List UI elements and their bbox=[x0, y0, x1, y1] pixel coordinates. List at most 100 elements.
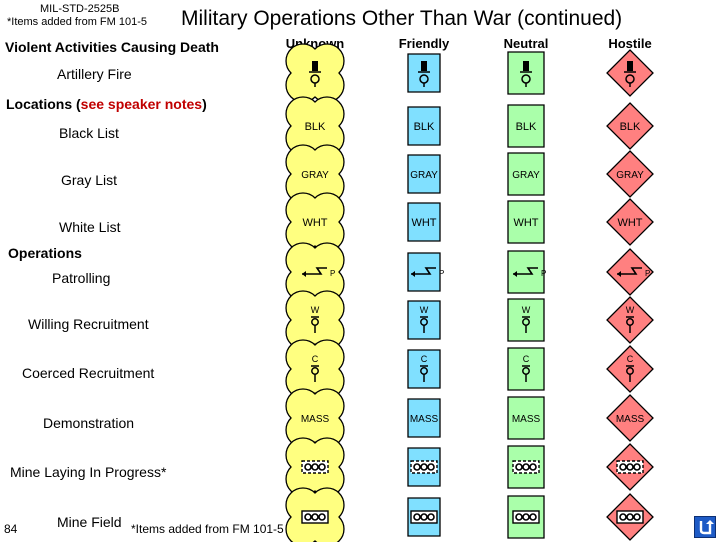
symbol-label-text: MASS bbox=[410, 414, 439, 425]
symbol-white-list-friendly: WHT bbox=[399, 197, 449, 247]
symbol-black-list-friendly: BLK bbox=[399, 101, 449, 151]
symbol-glyph: MASS bbox=[616, 414, 645, 425]
symbol-glyph: P bbox=[617, 267, 650, 278]
column-header-hostile: Hostile bbox=[608, 36, 652, 51]
symbol-patrolling-friendly: P bbox=[399, 247, 449, 297]
symbol-frame-friendly bbox=[407, 252, 441, 292]
symbol-modifier-text: C bbox=[523, 354, 530, 364]
symbol-glyph bbox=[410, 460, 438, 474]
symbol-frame-neutral bbox=[507, 51, 545, 95]
symbol-frame-friendly bbox=[407, 154, 441, 194]
symbol-demonstration-neutral: MASS bbox=[501, 393, 551, 443]
symbol-artillery-neutral bbox=[501, 48, 551, 98]
symbol-glyph: WHT bbox=[411, 217, 436, 229]
symbol-frame-hostile bbox=[606, 102, 654, 150]
symbol-frame-neutral bbox=[507, 250, 545, 294]
page-number: 84 bbox=[4, 522, 18, 536]
symbol-glyph bbox=[512, 460, 540, 474]
symbol-modifier-text: W bbox=[420, 305, 429, 315]
symbol-coerced-unknown: C bbox=[285, 339, 345, 399]
column-header-friendly: Friendly bbox=[398, 36, 450, 51]
symbol-glyph bbox=[512, 510, 540, 524]
symbol-glyph bbox=[616, 460, 644, 474]
symbol-glyph bbox=[301, 510, 329, 524]
speaker-notes-link[interactable]: see speaker notes bbox=[80, 96, 203, 112]
symbol-demonstration-hostile: MASS bbox=[605, 393, 655, 443]
symbol-coerced-friendly: C bbox=[399, 344, 449, 394]
symbol-glyph: C bbox=[311, 354, 319, 382]
standard-label: MIL-STD-2525B bbox=[40, 3, 120, 15]
symbol-label-text: WHT bbox=[513, 217, 538, 229]
symbol-glyph: BLK bbox=[414, 121, 435, 133]
symbol-frame-unknown bbox=[285, 192, 345, 252]
symbol-black-list-hostile: BLK bbox=[605, 101, 655, 151]
symbol-glyph: P bbox=[302, 267, 335, 278]
symbol-frame-friendly bbox=[407, 349, 441, 389]
symbol-glyph: WHT bbox=[513, 217, 538, 229]
symbol-glyph: MASS bbox=[512, 414, 541, 425]
symbol-label-text: GRAY bbox=[301, 170, 329, 181]
symbol-artillery-hostile bbox=[605, 48, 655, 98]
symbol-willing-friendly: W bbox=[399, 295, 449, 345]
row-label-artillery-fire: Artillery Fire bbox=[57, 66, 132, 82]
symbol-label-text: WHT bbox=[411, 217, 436, 229]
symbol-glyph: GRAY bbox=[512, 170, 540, 181]
symbol-frame-unknown bbox=[285, 339, 345, 399]
symbol-modifier-text: W bbox=[522, 305, 531, 315]
symbol-frame-hostile bbox=[606, 248, 654, 296]
symbol-modifier-text: P bbox=[330, 269, 335, 278]
symbol-frame-hostile bbox=[606, 49, 654, 97]
symbol-glyph: W bbox=[626, 305, 635, 333]
row-label-white-list: White List bbox=[59, 219, 121, 235]
symbol-black-list-neutral: BLK bbox=[501, 101, 551, 151]
symbol-label-text: WHT bbox=[617, 217, 642, 229]
symbol-patrolling-neutral: P bbox=[501, 247, 551, 297]
symbol-frame-neutral bbox=[507, 104, 545, 148]
symbol-frame-neutral bbox=[507, 200, 545, 244]
symbol-glyph bbox=[301, 460, 329, 474]
section-operations: Operations bbox=[8, 245, 82, 261]
symbol-white-list-hostile: WHT bbox=[605, 197, 655, 247]
header-note: *Items added from FM 101-5 bbox=[7, 16, 148, 28]
symbol-label-text: BLK bbox=[516, 121, 537, 133]
symbol-glyph: MASS bbox=[410, 414, 439, 425]
row-label-patrolling: Patrolling bbox=[52, 270, 111, 286]
symbol-glyph: C bbox=[420, 354, 428, 382]
symbol-artillery-unknown bbox=[285, 43, 345, 103]
symbol-modifier-text: C bbox=[627, 354, 634, 364]
symbol-glyph bbox=[418, 61, 430, 87]
symbol-willing-unknown: W bbox=[285, 290, 345, 350]
symbol-frame-hostile bbox=[606, 394, 654, 442]
symbol-gray-list-friendly: GRAY bbox=[399, 149, 449, 199]
symbol-frame-friendly bbox=[407, 106, 441, 146]
symbol-modifier-text: C bbox=[421, 354, 428, 364]
symbol-frame-hostile bbox=[606, 296, 654, 344]
symbol-gray-list-hostile: GRAY bbox=[605, 149, 655, 199]
symbol-glyph: GRAY bbox=[410, 170, 438, 181]
symbol-mine-laying-unknown bbox=[285, 437, 345, 497]
symbol-modifier-text: C bbox=[312, 354, 319, 364]
symbol-glyph: W bbox=[420, 305, 429, 333]
symbol-artillery-friendly bbox=[399, 48, 449, 98]
row-label-black-list: Black List bbox=[59, 125, 119, 141]
footer-note: *Items added from FM 101-5 bbox=[131, 522, 284, 536]
symbol-frame-neutral bbox=[507, 396, 545, 440]
symbol-glyph: BLK bbox=[516, 121, 537, 133]
return-arrow-icon bbox=[699, 520, 714, 535]
row-label-mine-laying: Mine Laying In Progress* bbox=[10, 464, 167, 480]
symbol-modifier-text: P bbox=[645, 269, 650, 278]
symbol-white-list-neutral: WHT bbox=[501, 197, 551, 247]
symbol-mine-laying-hostile bbox=[605, 442, 655, 492]
symbol-mine-field-unknown bbox=[285, 487, 345, 542]
symbol-demonstration-friendly: MASS bbox=[399, 393, 449, 443]
symbol-label-text: MASS bbox=[301, 414, 330, 425]
return-button[interactable] bbox=[694, 516, 716, 538]
symbol-label-text: BLK bbox=[414, 121, 435, 133]
symbol-glyph: BLK bbox=[305, 121, 326, 133]
symbol-glyph: GRAY bbox=[616, 170, 644, 181]
symbol-modifier-text: W bbox=[626, 305, 635, 315]
symbol-coerced-hostile: C bbox=[605, 344, 655, 394]
symbol-willing-hostile: W bbox=[605, 295, 655, 345]
symbol-gray-list-unknown: GRAY bbox=[285, 144, 345, 204]
symbol-label-text: MASS bbox=[512, 414, 541, 425]
